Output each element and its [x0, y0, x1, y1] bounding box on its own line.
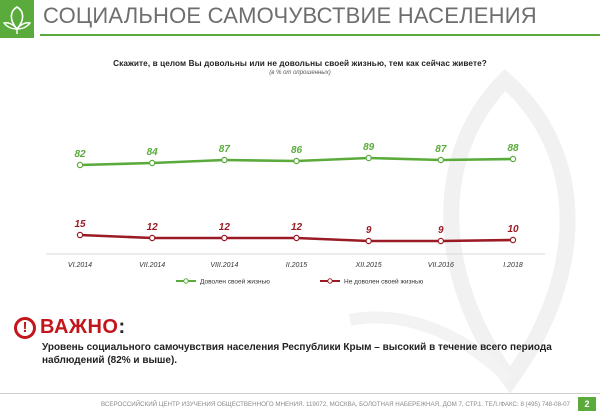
data-label: 87 — [219, 144, 231, 155]
footer-divider — [0, 393, 600, 394]
data-label: 10 — [507, 224, 519, 235]
data-label: 86 — [291, 145, 303, 156]
slide-header: СОЦИАЛЬНОЕ САМОЧУВСТВИЕ НАСЕЛЕНИЯ — [0, 0, 600, 40]
exclamation-icon: ! — [14, 317, 36, 339]
question-note: (в % от опрошенных) — [269, 70, 331, 76]
x-tick-label: II.2015 — [286, 262, 308, 269]
warning-colon: : — [118, 316, 126, 338]
x-tick-label: VII.2016 — [428, 262, 454, 269]
logo — [0, 0, 34, 38]
data-label: 82 — [74, 149, 86, 160]
data-point — [221, 156, 228, 164]
data-point — [509, 155, 517, 163]
data-label: 9 — [438, 225, 444, 236]
data-point — [148, 234, 156, 242]
data-point — [76, 161, 84, 169]
x-tick-label: XII.2015 — [355, 262, 382, 269]
data-label: 88 — [507, 143, 519, 154]
legend-label: Не доволен своей жизнью — [344, 278, 423, 286]
survey-question: Скажите, в целом Вы довольны или не дово… — [113, 59, 487, 68]
footer-contacts: ВСЕРОССИЙСКИЙ ЦЕНТР ИЗУЧЕНИЯ ОБЩЕСТВЕННО… — [101, 401, 570, 408]
data-point — [365, 154, 372, 162]
satisfaction-line-chart: 82 84 87 86 89 87 88 15 12 12 12 9 9 10 VI.2014 VII.201… — [46, 142, 545, 286]
leaf-logo-icon — [2, 6, 32, 34]
data-label: 12 — [291, 222, 303, 233]
legend-marker — [183, 278, 189, 284]
warning-title: ВАЖНО: — [40, 316, 126, 339]
data-label: 12 — [147, 222, 159, 233]
conclusion-text: Уровень социального самочувствия населен… — [42, 342, 552, 366]
x-tick-label: VIII.2014 — [210, 262, 238, 269]
data-label: 84 — [147, 147, 159, 158]
data-point — [437, 237, 445, 245]
data-point — [293, 157, 300, 165]
data-point — [293, 234, 300, 242]
page-number: 2 — [578, 397, 596, 411]
data-label: 87 — [435, 144, 447, 155]
data-point — [437, 156, 445, 164]
data-label: 9 — [366, 225, 372, 236]
data-point — [509, 236, 517, 244]
legend-marker — [327, 278, 333, 284]
data-point — [221, 234, 228, 242]
warning-label: ВАЖНО — [40, 316, 119, 338]
x-tick-label: VI.2014 — [68, 262, 92, 269]
x-tick-label: I.2018 — [503, 262, 523, 269]
header-divider — [40, 34, 600, 36]
data-label: 12 — [219, 222, 231, 233]
data-label: 89 — [363, 142, 375, 153]
data-point — [148, 159, 156, 167]
page-title: СОЦИАЛЬНОЕ САМОЧУВСТВИЕ НАСЕЛЕНИЯ — [43, 3, 537, 28]
data-point — [76, 231, 84, 239]
legend-label: Доволен своей жизнью — [200, 278, 270, 286]
data-point — [365, 237, 372, 245]
x-tick-label: VII.2014 — [139, 262, 165, 269]
data-label: 15 — [74, 219, 86, 230]
